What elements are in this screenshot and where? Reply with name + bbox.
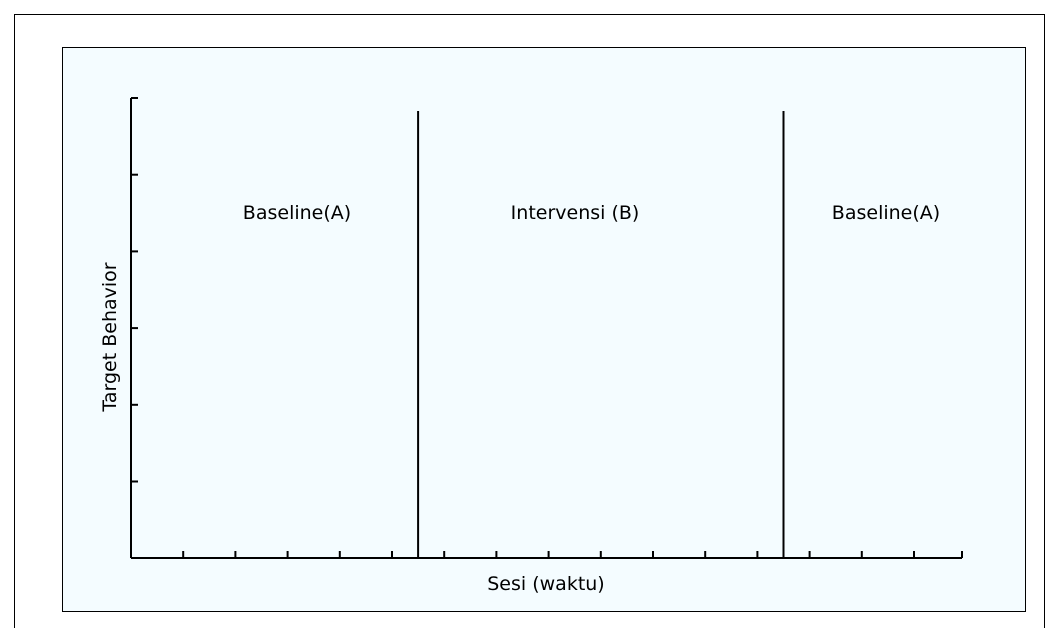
y-ticks (131, 97, 138, 483)
phase-label: Baseline(A) (243, 202, 351, 224)
phase-lines (417, 111, 785, 558)
phase-label: Baseline(A) (832, 202, 940, 224)
chart-panel (62, 47, 1026, 612)
phase-label: Intervensi (B) (511, 202, 640, 224)
phase-labels: Baseline(A) Intervensi (B) Baseline(A) (243, 202, 940, 224)
x-ticks (182, 551, 963, 558)
x-axis-label: Sesi (waktu) (487, 573, 604, 595)
y-axis-label: Target Behavior (99, 262, 121, 412)
axes (130, 98, 962, 559)
